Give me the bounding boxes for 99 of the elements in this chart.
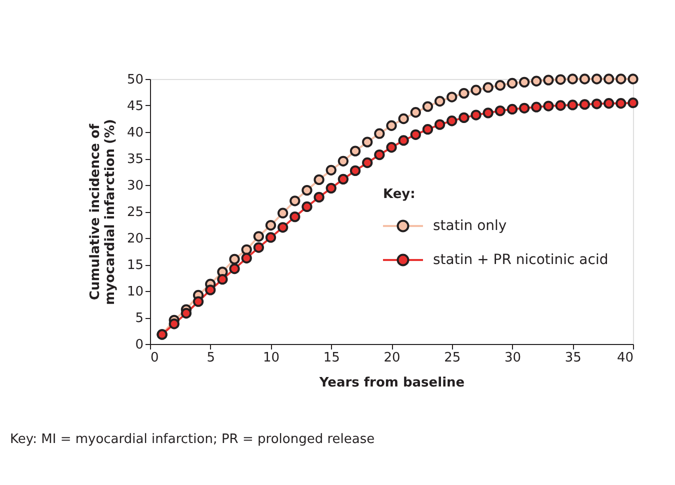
point <box>277 208 288 218</box>
point <box>616 98 626 109</box>
point <box>494 80 506 91</box>
y-tick-label: 30 <box>126 178 144 194</box>
point <box>302 184 312 196</box>
point <box>362 157 373 168</box>
x-tick-label: 5 <box>206 350 216 366</box>
x-tick-label: 40 <box>616 350 634 366</box>
legend-label: statin only <box>433 218 507 234</box>
point <box>591 98 602 110</box>
point <box>470 110 482 120</box>
point <box>531 102 542 112</box>
point <box>205 284 216 296</box>
point <box>277 222 288 233</box>
point <box>422 101 434 112</box>
x-tick-label: 20 <box>384 350 400 366</box>
point <box>253 242 264 253</box>
point <box>398 135 409 146</box>
point <box>350 165 361 176</box>
text: Key: MI = myocardial infarction; PR = prolonged release <box>10 432 375 447</box>
x-tick-label: 35 <box>564 350 582 366</box>
y-tick-label: 10 <box>126 284 144 300</box>
point <box>458 88 470 99</box>
point <box>290 211 300 222</box>
point <box>482 82 494 93</box>
point <box>265 232 276 243</box>
point <box>386 142 397 153</box>
point <box>470 84 482 96</box>
point <box>338 156 349 166</box>
point <box>302 201 312 212</box>
point <box>410 107 421 118</box>
y-tick-label: 20 <box>126 232 144 246</box>
point <box>567 100 578 110</box>
y-tick-label: 35 <box>126 152 144 167</box>
point <box>543 74 554 86</box>
point <box>180 308 192 319</box>
x-tick-label: 30 <box>504 350 522 366</box>
y-tick-label: 40 <box>126 126 144 140</box>
y-tick-label: 15 <box>126 258 144 273</box>
point <box>314 192 324 203</box>
point <box>628 74 638 84</box>
point <box>604 98 614 109</box>
point <box>229 263 240 274</box>
point <box>579 99 590 110</box>
point <box>446 116 458 126</box>
point <box>422 124 434 135</box>
point <box>494 105 506 116</box>
point <box>616 74 626 84</box>
point <box>591 74 602 84</box>
point <box>192 296 204 307</box>
point <box>217 274 228 285</box>
point <box>386 120 397 131</box>
y-tick-label: 45 <box>126 99 144 114</box>
y-tick-label: 25 <box>126 205 144 220</box>
point <box>374 128 385 139</box>
point <box>531 76 542 86</box>
point <box>604 74 614 84</box>
point <box>265 220 276 231</box>
point <box>579 74 590 84</box>
point <box>458 112 470 124</box>
y-tick-label: 50 <box>126 72 144 88</box>
point <box>518 102 530 114</box>
point <box>410 129 421 140</box>
y-axis-title: Cumulative incidence of myocardial infarction (%) <box>88 119 118 305</box>
point <box>338 174 349 184</box>
point <box>434 119 446 130</box>
point <box>290 196 300 206</box>
point <box>229 254 240 265</box>
x-tick-label: 0 <box>150 350 159 366</box>
point <box>555 100 566 111</box>
point <box>241 244 252 255</box>
point <box>628 98 638 108</box>
legend-label: statin + PR nicotinic acid <box>433 252 608 268</box>
point <box>326 182 336 194</box>
point <box>314 174 324 186</box>
x-tick-label: 10 <box>262 350 280 366</box>
point <box>506 104 518 115</box>
point <box>446 92 458 102</box>
y-tick-label: 5 <box>135 311 144 326</box>
point <box>374 149 385 160</box>
point <box>362 136 373 148</box>
point <box>555 74 566 85</box>
point <box>241 252 252 264</box>
point <box>518 76 530 88</box>
point <box>350 146 361 156</box>
point <box>506 78 518 89</box>
point <box>434 96 446 107</box>
point <box>567 74 578 84</box>
point <box>543 100 554 112</box>
x-tick-label: 25 <box>444 350 461 366</box>
point <box>168 318 180 330</box>
legend-title: Key: <box>383 187 416 202</box>
point <box>326 164 336 176</box>
point <box>482 108 494 118</box>
point <box>253 231 264 242</box>
point <box>398 113 409 124</box>
x-tick-label: 15 <box>323 350 340 366</box>
x-axis-title: Years from baseline <box>318 376 465 390</box>
y-tick-label: 0 <box>135 338 144 352</box>
